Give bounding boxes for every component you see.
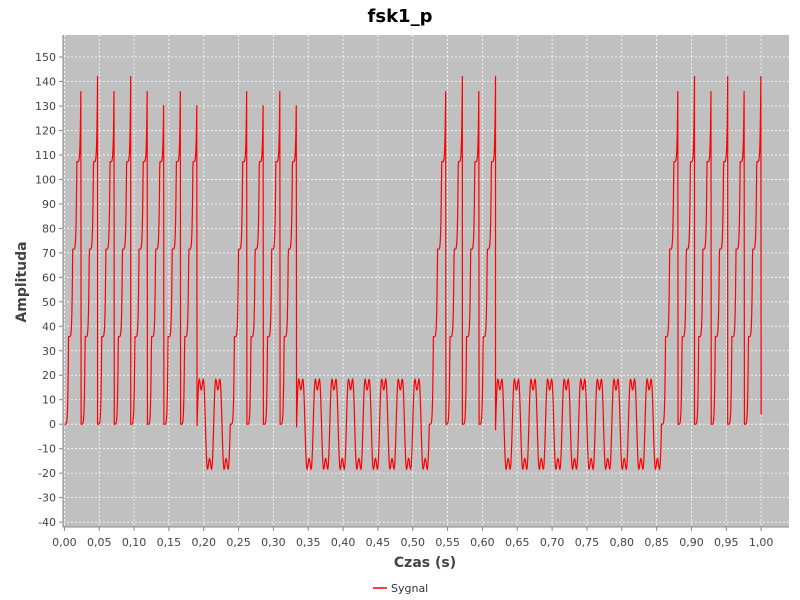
y-tick-label: 40	[42, 320, 56, 333]
x-tick-label: 0,75	[575, 536, 600, 549]
x-tick-label: 0,45	[366, 536, 391, 549]
y-tick-label: -30	[38, 492, 56, 505]
x-tick-label: 0,60	[470, 536, 495, 549]
y-tick-label: -10	[38, 443, 56, 456]
y-tick-label: 130	[35, 100, 56, 113]
y-tick-label: 150	[35, 51, 56, 64]
x-tick-label: 0,10	[122, 536, 147, 549]
x-tick-label: 0,85	[644, 536, 669, 549]
x-axis-label: Czas (s)	[394, 555, 456, 571]
axes: -40 -30 -20 -10 0 10 20 30 40 50 60 70 80 90 100 110 120…	[35, 35, 789, 549]
y-tick-label: -40	[38, 516, 56, 529]
y-tick-label: 60	[42, 271, 56, 284]
x-tick-label: 0,70	[540, 536, 565, 549]
x-tick-label: 0,90	[679, 536, 704, 549]
x-tick-label: 0,25	[226, 536, 251, 549]
x-tick-label: 0,15	[157, 536, 182, 549]
y-tick-label: 20	[42, 369, 56, 382]
series-line-sygnal	[64, 75, 762, 471]
y-tick-label: 140	[35, 76, 56, 89]
x-tick-label: 0,40	[331, 536, 356, 549]
y-tick-label: 10	[42, 394, 56, 407]
x-tick-label: 0,05	[87, 536, 112, 549]
y-tick-label: 50	[42, 296, 56, 309]
y-tick-label: 30	[42, 345, 56, 358]
y-tick-label: -20	[38, 467, 56, 480]
x-tick-label: 0,00	[52, 536, 77, 549]
chart-title: fsk1_p	[368, 6, 433, 27]
x-tick-label: 0,55	[435, 536, 460, 549]
y-tick-label: 120	[35, 124, 56, 137]
grid	[63, 35, 789, 527]
y-tick-label: 110	[35, 149, 56, 162]
x-tick-label: 1,00	[749, 536, 774, 549]
series-layer	[64, 75, 762, 471]
x-tick-label: 0,20	[191, 536, 216, 549]
y-tick-label: 100	[35, 173, 56, 186]
x-tick-label: 0,95	[714, 536, 739, 549]
x-tick-label: 0,65	[505, 536, 530, 549]
y-tick-label: 90	[42, 198, 56, 211]
y-tick-label: 70	[42, 247, 56, 260]
y-tick-label: 80	[42, 222, 56, 235]
x-tick-label: 0,35	[296, 536, 321, 549]
legend: Sygnal	[373, 582, 428, 595]
x-tick-label: 0,80	[610, 536, 635, 549]
y-axis-label: Amplituda	[14, 241, 30, 322]
legend-label: Sygnal	[391, 582, 428, 595]
plot-area	[63, 35, 789, 527]
x-tick-label: 0,50	[401, 536, 426, 549]
x-tick-label: 0,30	[261, 536, 286, 549]
y-tick-label: 0	[49, 418, 56, 431]
